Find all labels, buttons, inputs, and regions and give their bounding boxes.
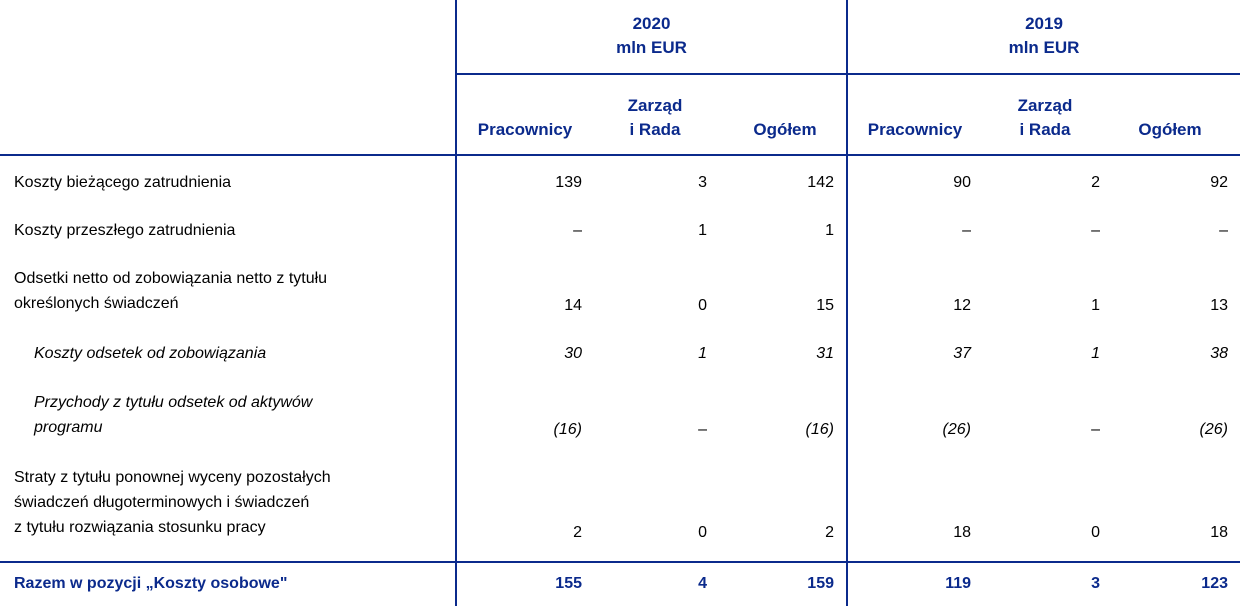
cell-value: 18 — [953, 524, 971, 541]
cell-value: 2 — [1091, 174, 1100, 191]
header-rule-bottom — [0, 154, 1240, 156]
cell-value: 15 — [816, 297, 834, 314]
cell-value: 1 — [825, 222, 834, 239]
total-rule — [0, 561, 1240, 563]
row-label-line: programu — [34, 419, 103, 436]
cell-value: – — [962, 222, 971, 239]
column-header-board-2020: Zarząd i Rada — [627, 96, 683, 139]
column-header-total-2019: Ogółem — [1138, 120, 1202, 139]
row-label-line: Przychody z tytułu odsetek od aktywów — [34, 394, 313, 411]
cell-value: (26) — [1199, 421, 1228, 438]
cell-value: 0 — [1091, 524, 1100, 541]
cell-value: 1 — [1091, 297, 1100, 314]
cell-value: 155 — [555, 575, 582, 592]
cell-value: 2 — [825, 524, 834, 541]
cell-value: – — [1219, 222, 1228, 239]
year-label: 2020 — [632, 14, 671, 33]
cell-value: – — [1091, 421, 1100, 438]
cell-value: – — [1091, 222, 1100, 239]
cell-value: 13 — [1210, 297, 1228, 314]
row-label: Koszty bieżącego zatrudnienia — [14, 174, 232, 191]
year-header-2020: 2020 mln EUR — [457, 12, 846, 72]
cell-value: 3 — [1091, 575, 1100, 592]
cell-value: 1 — [1091, 345, 1100, 362]
column-header-employees-2020: Pracownicy — [477, 120, 573, 139]
cell-value: 3 — [698, 174, 707, 191]
cell-value: 2 — [573, 524, 582, 541]
row-label: Straty z tytułu ponownej wyceny pozostał… — [14, 465, 331, 540]
row-label-line: świadczeń długoterminowych i świadczeń — [14, 494, 310, 511]
row-label-line: Straty z tytułu ponownej wyceny pozostał… — [14, 469, 331, 486]
cell-value: 30 — [564, 345, 582, 362]
cell-value: 14 — [564, 297, 582, 314]
cell-value: 119 — [945, 575, 971, 592]
row-label-line: z tytułu rozwiązania stosunku pracy — [14, 519, 266, 536]
cell-value: (16) — [805, 421, 834, 438]
cell-value: 31 — [816, 345, 834, 362]
year-label: 2019 — [1025, 14, 1063, 33]
column-divider-years — [846, 0, 848, 606]
cell-value: – — [573, 222, 582, 239]
cell-value: 1 — [698, 222, 707, 239]
cell-value: (26) — [942, 421, 971, 438]
cell-value: 4 — [698, 575, 707, 592]
cell-value: (16) — [553, 421, 582, 438]
cell-value: 90 — [953, 174, 971, 191]
unit-label: mln EUR — [616, 38, 687, 57]
column-header-total-2020: Ogółem — [753, 120, 817, 139]
cell-value: 1 — [698, 345, 707, 362]
column-header-employees-2019: Pracownicy — [867, 120, 963, 139]
row-label: Przychody z tytułu odsetek od aktywów pr… — [34, 390, 312, 440]
cell-value: 0 — [698, 524, 707, 541]
cell-value: 38 — [1210, 345, 1228, 362]
cell-value: 0 — [698, 297, 707, 314]
cell-value: 123 — [1201, 575, 1228, 592]
row-label: Odsetki netto od zobowiązania netto z ty… — [14, 266, 327, 316]
cell-value: 12 — [953, 297, 971, 314]
cell-value: 142 — [807, 174, 834, 191]
row-label: Razem w pozycji „Koszty osobowe" — [14, 575, 288, 592]
cell-value: 92 — [1210, 174, 1228, 191]
year-header-2019: 2019 mln EUR — [848, 12, 1240, 72]
header-rule-year — [455, 73, 1240, 75]
unit-label: mln EUR — [1008, 38, 1080, 57]
cell-value: – — [698, 421, 707, 438]
column-header-board-2019: Zarząd i Rada — [1017, 96, 1073, 139]
cell-value: 18 — [1210, 524, 1228, 541]
row-label-line: określonych świadczeń — [14, 295, 179, 312]
cell-value: 37 — [953, 345, 971, 362]
row-label-line: Odsetki netto od zobowiązania netto z ty… — [14, 270, 328, 287]
column-divider-label — [455, 0, 457, 606]
row-label: Koszty przeszłego zatrudnienia — [14, 222, 236, 239]
row-label: Koszty odsetek od zobowiązania — [34, 345, 267, 362]
cell-value: 139 — [555, 174, 582, 191]
cell-value: 159 — [807, 575, 834, 592]
